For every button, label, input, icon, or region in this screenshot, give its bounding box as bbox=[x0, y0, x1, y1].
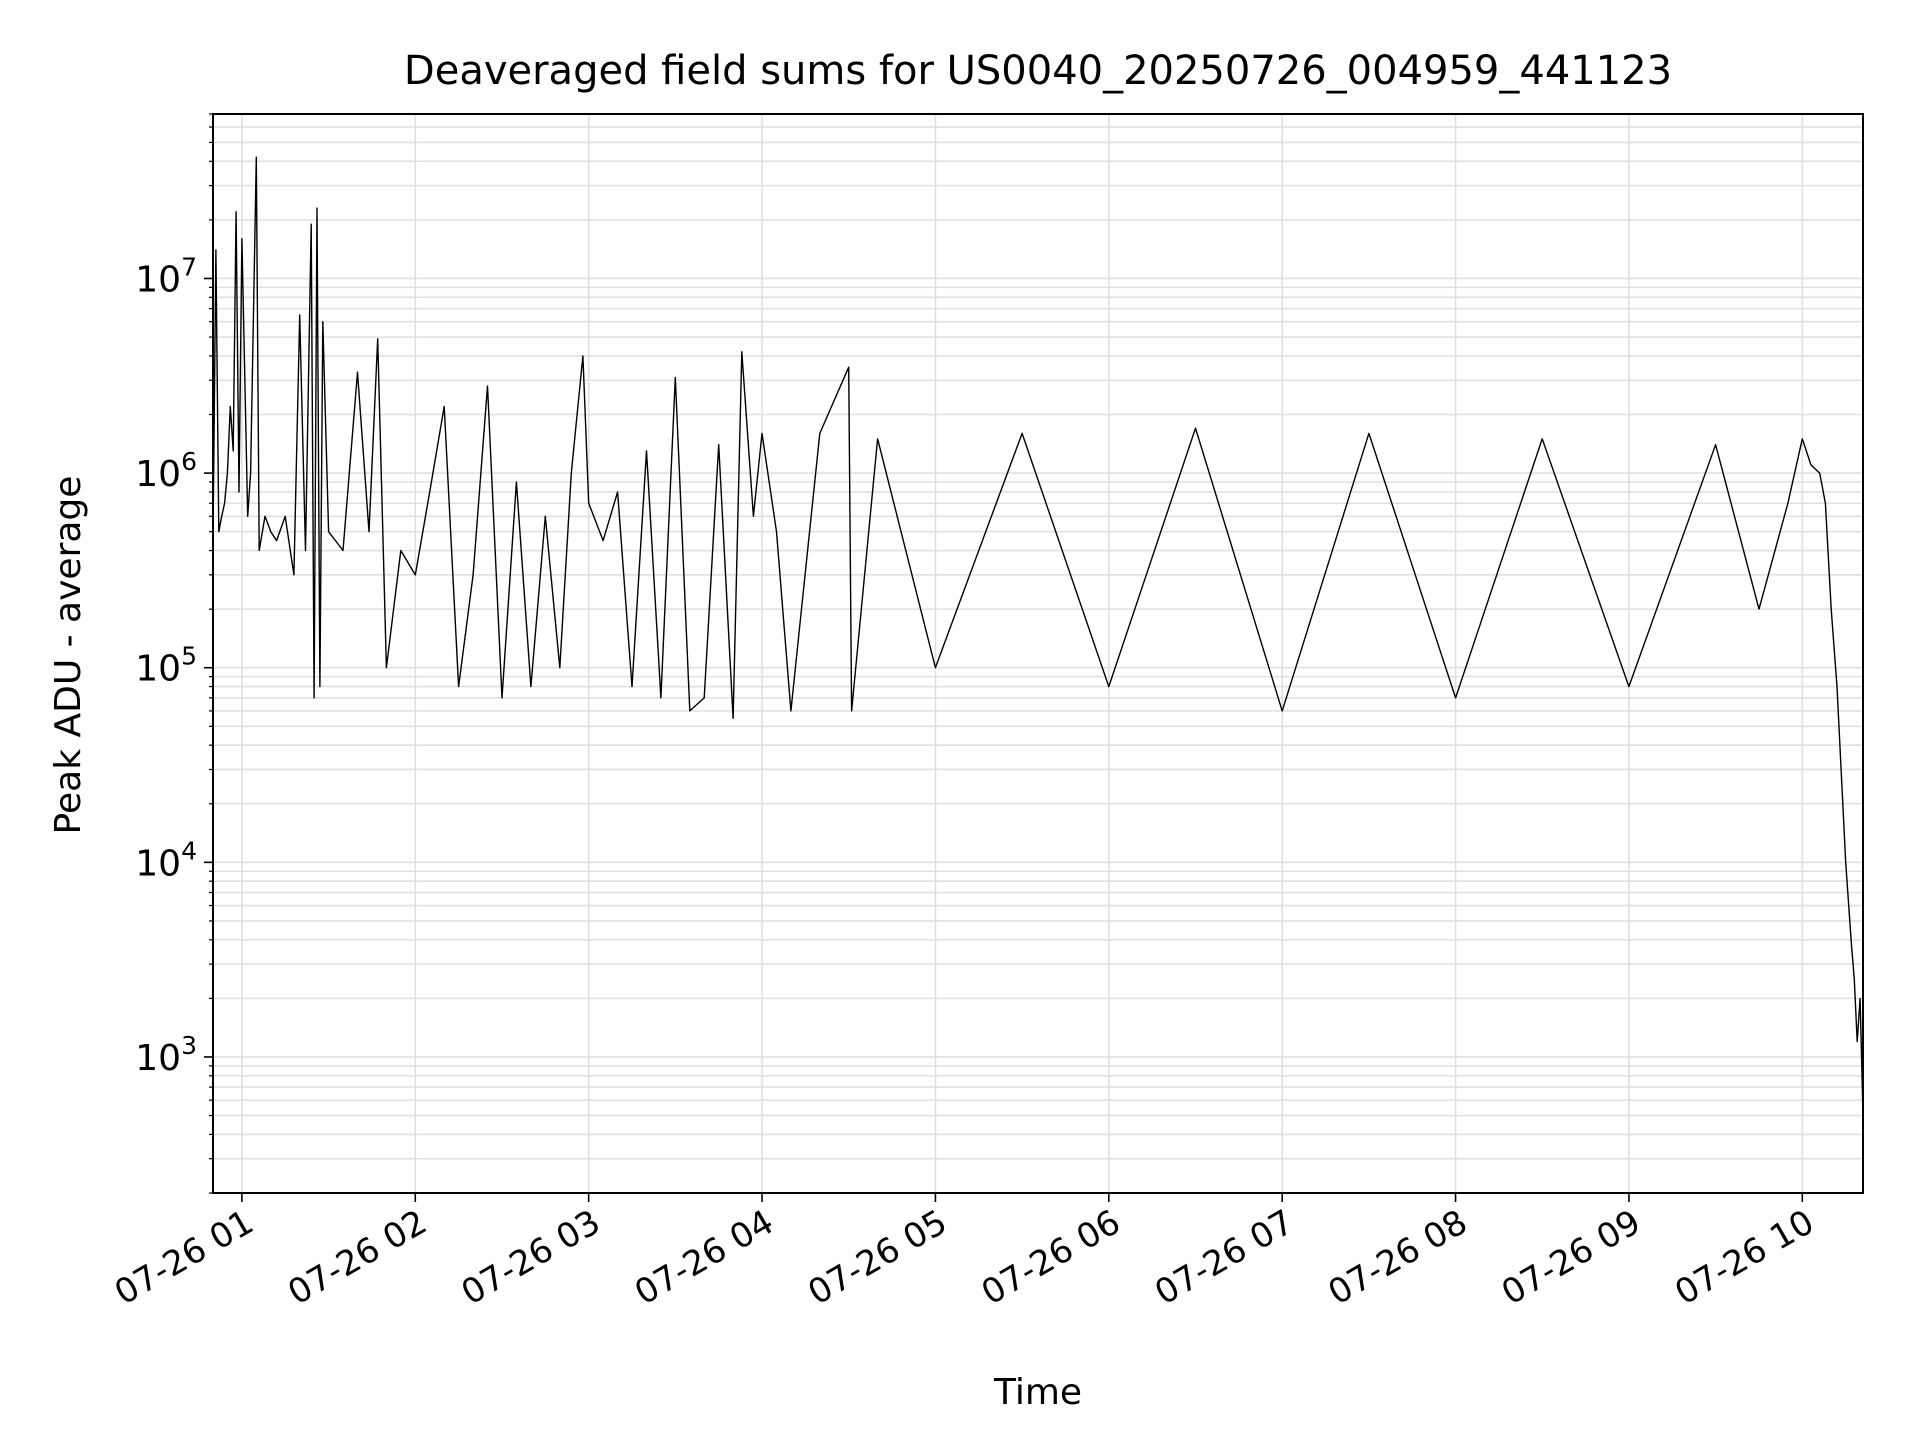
x-axis-label: Time bbox=[993, 1372, 1082, 1413]
chart-title: Deaveraged field sums for US0040_2025072… bbox=[404, 48, 1672, 94]
y-tick-label: 106 bbox=[135, 447, 197, 495]
grid-lines bbox=[213, 113, 1863, 1194]
series-line-1 bbox=[212, 156, 1864, 1116]
y-tick-label: 107 bbox=[135, 252, 197, 300]
y-axis-label: Peak ADU - average bbox=[48, 476, 89, 835]
y-axis-ticks: 103 104 105 106 107 bbox=[135, 113, 213, 1194]
y-tick-label: 103 bbox=[135, 1031, 197, 1079]
plot-frame bbox=[212, 113, 1864, 1194]
y-tick-label: 105 bbox=[135, 642, 197, 690]
series-group bbox=[212, 156, 1864, 1116]
y-tick-label: 104 bbox=[135, 836, 197, 884]
